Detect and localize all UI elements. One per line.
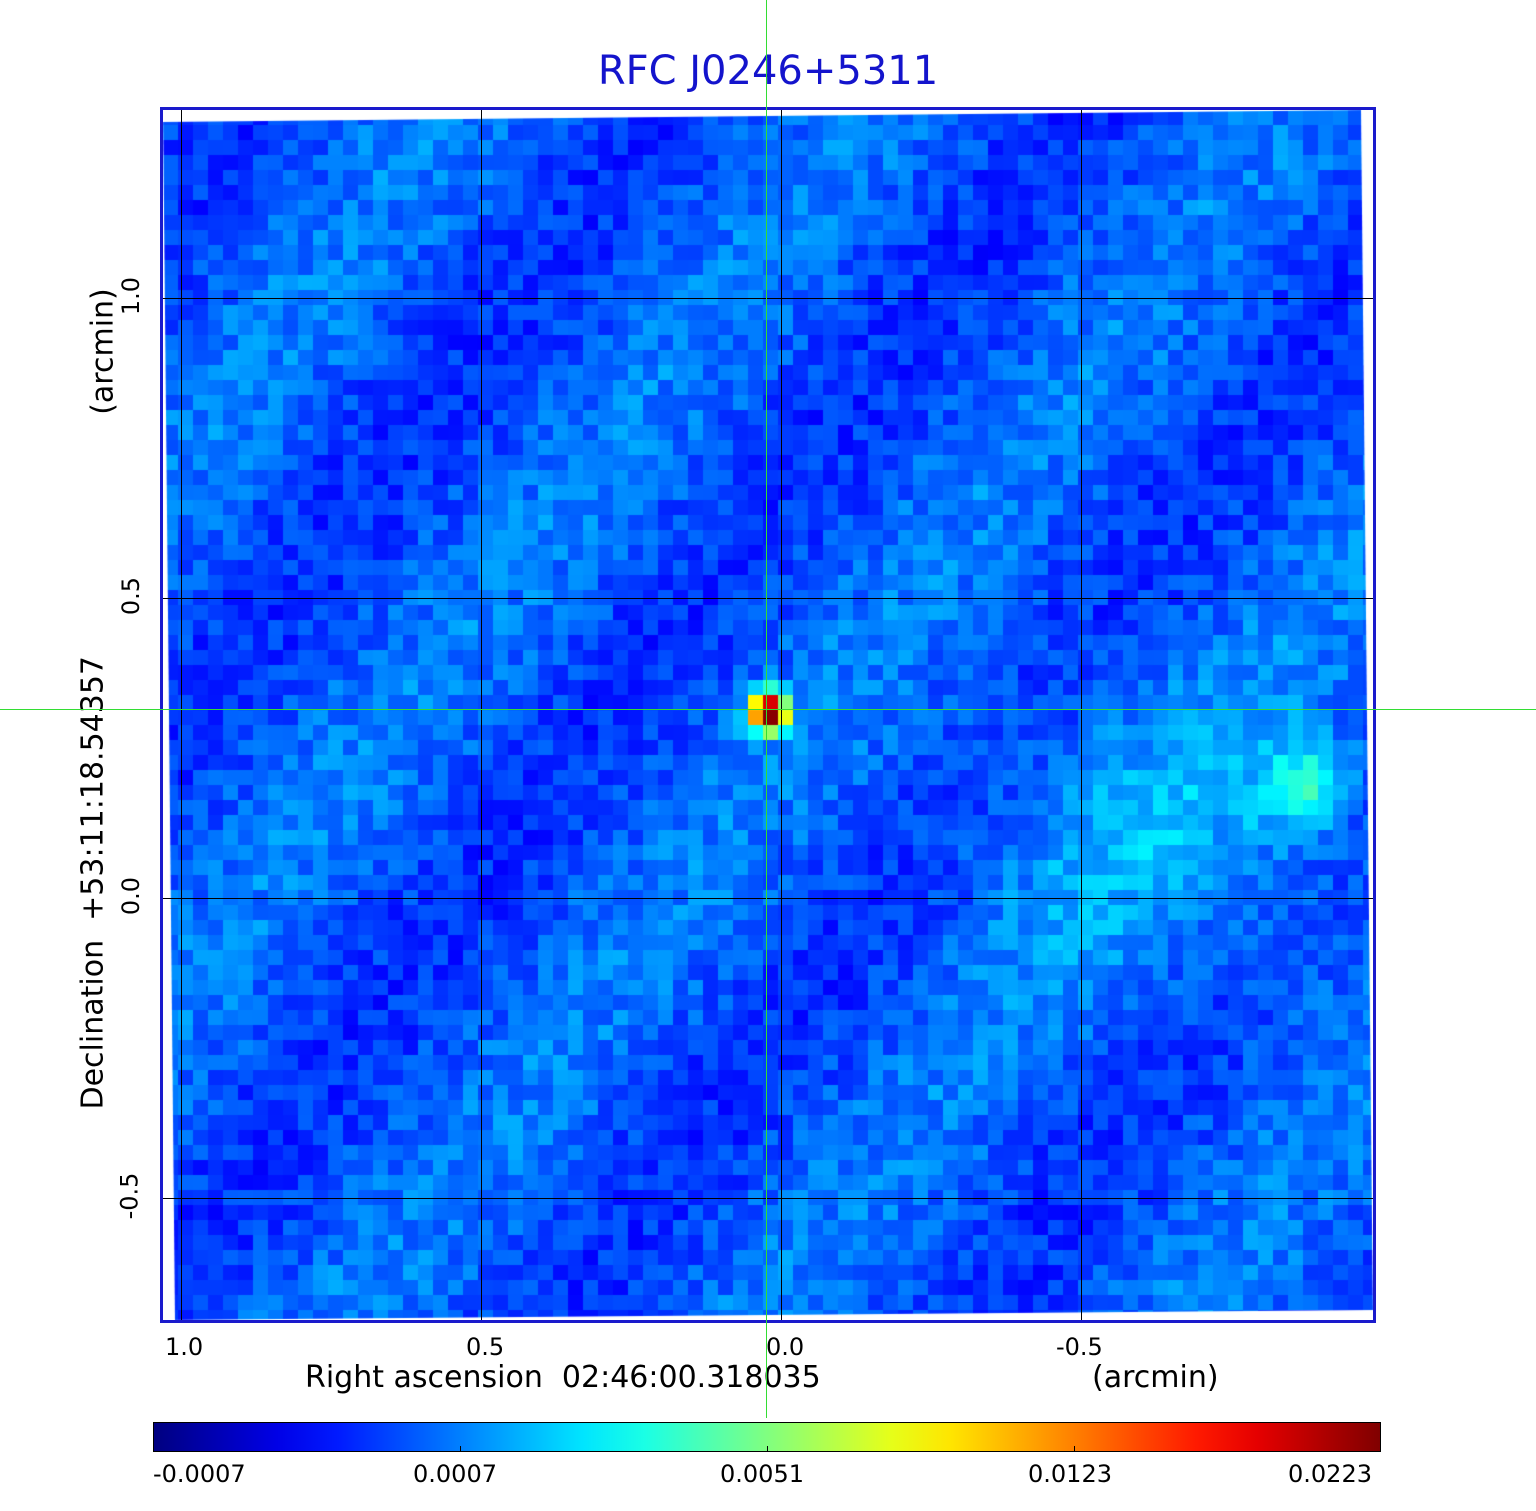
colorbar-tick [1380,1446,1381,1452]
radio-map-frame[interactable] [160,107,1376,1323]
x-tick-label: 1.0 [165,1333,204,1361]
colorbar-tick-label: 0.0123 [1028,1460,1112,1488]
x-tick-label: -0.5 [1056,1333,1103,1361]
y-tick-label: 1.0 [117,276,146,316]
colorbar-tick-label: 0.0223 [1288,1460,1372,1488]
radio-intensity-map[interactable] [163,110,1373,1320]
grid-line-y-0.0 [163,898,1373,899]
y-tick-label: -0.5 [115,1172,144,1220]
grid-line-x--0.5 [1081,110,1082,1320]
crosshair-horizontal [0,709,1536,710]
colorbar-tick-label: 0.0007 [413,1460,497,1488]
grid-line-y-1.0 [163,298,1373,299]
colorbar-tick-label: 0.0051 [720,1460,804,1488]
grid-line-x-0.5 [481,110,482,1320]
colorbar-tick [1074,1446,1075,1452]
x-axis-unit: (arcmin) [1092,1360,1219,1395]
y-tick-label: 0.5 [117,576,146,616]
grid-line-y--0.5 [163,1198,1373,1199]
colorbar-tick-label: -0.0007 [153,1460,246,1488]
grid-line-x-0.0 [781,110,782,1320]
x-tick-label: 0.0 [766,1333,805,1361]
colorbar-tick [153,1446,154,1452]
y-tick-label: 0.0 [117,876,146,916]
x-axis-label: Right ascension 02:46:00.318035 [305,1360,821,1395]
y-axis-unit: (arcmin) [85,288,121,415]
colorbar-tick [460,1446,461,1452]
x-tick-label: 0.5 [466,1333,505,1361]
plot-title: RFC J0246+5311 [597,48,939,94]
colorbar-tick [767,1446,768,1452]
grid-line-y-0.5 [163,598,1373,599]
y-axis-label: Declination +53:11:18.54357 [75,655,111,1110]
grid-line-x-1.0 [181,110,182,1320]
